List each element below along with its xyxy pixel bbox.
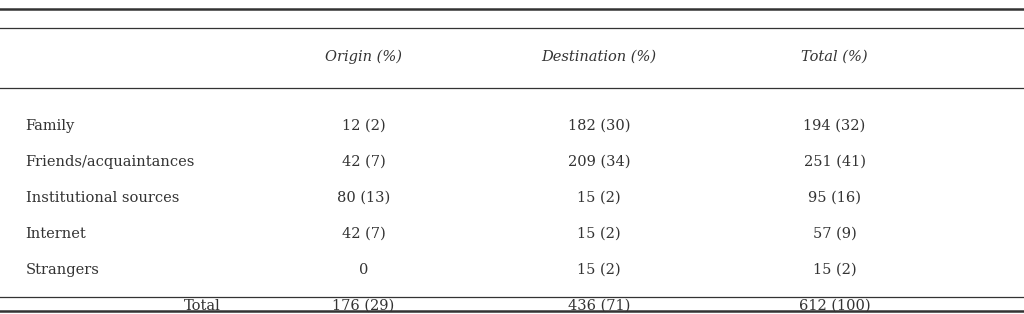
Text: Total (%): Total (%) [801, 50, 868, 63]
Text: Internet: Internet [26, 227, 86, 241]
Text: 15 (2): 15 (2) [813, 263, 856, 277]
Text: 95 (16): 95 (16) [808, 191, 861, 205]
Text: Destination (%): Destination (%) [542, 50, 656, 63]
Text: Total: Total [183, 299, 220, 313]
Text: 15 (2): 15 (2) [578, 263, 621, 277]
Text: 42 (7): 42 (7) [342, 227, 385, 241]
Text: 80 (13): 80 (13) [337, 191, 390, 205]
Text: 182 (30): 182 (30) [567, 119, 631, 133]
Text: 42 (7): 42 (7) [342, 155, 385, 169]
Text: 194 (32): 194 (32) [804, 119, 865, 133]
Text: Institutional sources: Institutional sources [26, 191, 179, 205]
Text: 15 (2): 15 (2) [578, 191, 621, 205]
Text: 12 (2): 12 (2) [342, 119, 385, 133]
Text: Origin (%): Origin (%) [325, 49, 402, 64]
Text: 176 (29): 176 (29) [333, 299, 394, 313]
Text: 0: 0 [358, 263, 369, 277]
Text: 15 (2): 15 (2) [578, 227, 621, 241]
Text: Family: Family [26, 119, 75, 133]
Text: 209 (34): 209 (34) [567, 155, 631, 169]
Text: 612 (100): 612 (100) [799, 299, 870, 313]
Text: Friends/acquaintances: Friends/acquaintances [26, 155, 195, 169]
Text: 251 (41): 251 (41) [804, 155, 865, 169]
Text: Strangers: Strangers [26, 263, 99, 277]
Text: 57 (9): 57 (9) [813, 227, 856, 241]
Text: 436 (71): 436 (71) [568, 299, 630, 313]
